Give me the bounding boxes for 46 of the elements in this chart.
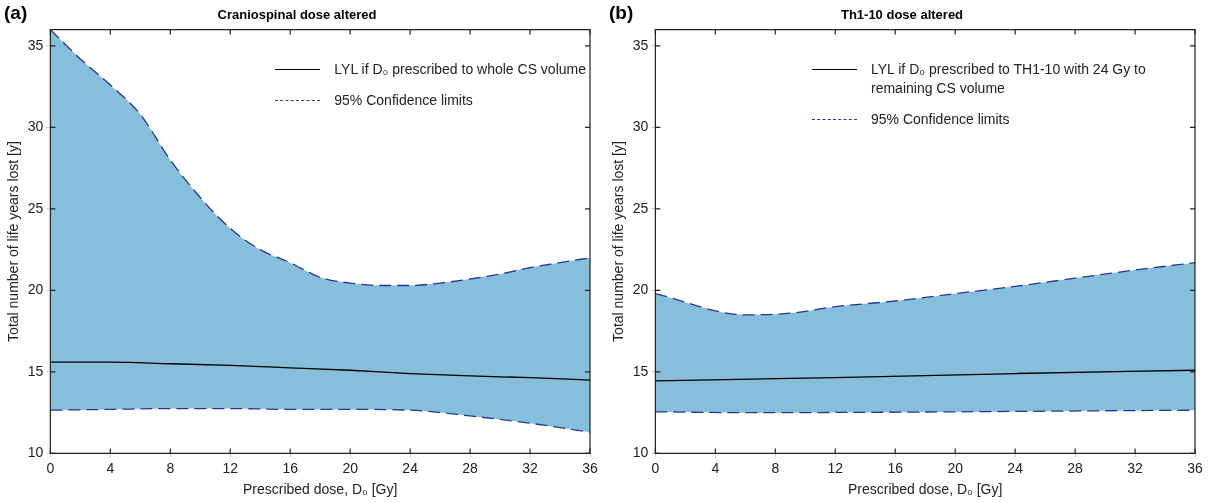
x-tick-label: 8: [771, 459, 780, 476]
x-tick-label: 20: [342, 459, 359, 476]
y-axis-title: Total number of life years lost [y]: [5, 141, 22, 342]
x-tick-label: 12: [222, 459, 239, 476]
x-tick-label: 0: [651, 459, 660, 476]
x-tick-label: 36: [582, 459, 598, 476]
legend-label: LYL if D₀ prescribed to whole CS volume: [334, 59, 586, 79]
x-tick-label: 4: [106, 459, 115, 476]
y-tick-label: 15: [632, 362, 649, 379]
y-tick-label: 30: [632, 118, 649, 135]
y-tick-label: 35: [27, 36, 44, 53]
x-tick-label: 16: [887, 459, 904, 476]
y-tick-label: 10: [27, 444, 44, 461]
legend-label: 95% Confidence limits: [871, 109, 1010, 129]
x-tick-label: 32: [1127, 459, 1144, 476]
chart-title: Th1-10 dose altered: [840, 7, 964, 23]
legend-label: 95% Confidence limits: [334, 90, 473, 110]
y-tick-label: 10: [632, 444, 649, 461]
x-tick-label: 20: [947, 459, 964, 476]
x-tick-label: 12: [827, 459, 844, 476]
x-tick-label: 16: [282, 459, 299, 476]
x-tick-label: 0: [46, 459, 55, 476]
chart-title: Craniospinal dose altered: [217, 7, 377, 23]
y-tick-label: 20: [27, 281, 44, 298]
legend-label: LYL if D₀ prescribed to TH1-10 with 24 Gy to remaining CS volume: [871, 59, 1147, 98]
y-tick-label: 30: [27, 118, 44, 135]
x-tick-label: 8: [166, 459, 175, 476]
y-axis-title: Total number of life years lost [y]: [610, 141, 627, 342]
x-tick-label: 28: [462, 459, 479, 476]
x-axis-title: Prescribed dose, D₀ [Gy]: [847, 481, 1003, 498]
y-tick-label: 35: [632, 36, 649, 53]
x-tick-label: 32: [522, 459, 539, 476]
line-series: [655, 369, 1195, 382]
y-tick-label: 20: [632, 281, 649, 298]
x-tick-label: 28: [1067, 459, 1084, 476]
x-tick-label: 36: [1187, 459, 1203, 476]
y-tick-label: 25: [27, 199, 44, 216]
text: (a): [4, 1, 28, 23]
x-axis-title: Prescribed dose, D₀ [Gy]: [242, 481, 398, 498]
text: (b): [609, 1, 634, 23]
line-series: [50, 361, 590, 381]
x-tick-label: 24: [1007, 459, 1024, 476]
y-tick-label: 25: [632, 199, 649, 216]
y-tick-label: 15: [27, 362, 44, 379]
x-tick-label: 24: [402, 459, 419, 476]
x-tick-label: 4: [711, 459, 720, 476]
